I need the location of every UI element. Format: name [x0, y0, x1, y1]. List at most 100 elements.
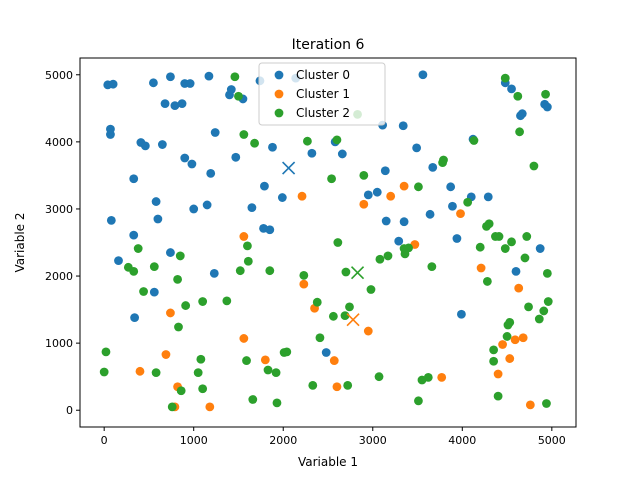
data-point-cluster-1	[525, 400, 535, 410]
data-point-cluster-2	[343, 381, 353, 390]
data-point-cluster-2	[505, 317, 515, 327]
data-point-cluster-0	[307, 148, 317, 158]
data-point-cluster-2	[513, 91, 523, 101]
data-point-cluster-2	[539, 306, 549, 316]
data-point-cluster-2	[493, 391, 503, 401]
data-point-cluster-0	[206, 168, 216, 178]
data-point-cluster-0	[448, 201, 457, 211]
data-point-cluster-0	[517, 109, 527, 119]
data-point-cluster-2	[423, 372, 433, 382]
data-point-cluster-1	[498, 340, 507, 349]
data-point-cluster-2	[542, 268, 552, 278]
y-tick-label: 2000	[45, 270, 73, 283]
data-point-cluster-2	[308, 381, 318, 390]
data-point-cluster-2	[383, 251, 393, 261]
data-point-cluster-2	[494, 232, 504, 241]
data-point-cluster-0	[160, 99, 170, 109]
data-point-cluster-2	[507, 237, 516, 247]
data-point-cluster-2	[327, 174, 336, 184]
data-point-cluster-2	[299, 270, 309, 280]
data-point-cluster-0	[140, 141, 150, 151]
legend-label: Cluster 1	[296, 87, 350, 101]
data-point-cluster-2	[239, 130, 249, 139]
y-axis-ticks: 0 1000 2000 3000 4000 5000	[45, 69, 80, 417]
data-point-cluster-0	[189, 204, 199, 214]
data-point-cluster-2	[375, 254, 385, 264]
data-point-cluster-2	[500, 73, 510, 83]
data-point-cluster-0	[265, 225, 275, 235]
x-tick-label: 0	[101, 434, 108, 447]
data-point-cluster-2	[315, 333, 325, 343]
data-point-cluster-2	[175, 251, 185, 261]
data-point-cluster-0	[457, 309, 466, 319]
data-point-cluster-0	[157, 140, 167, 149]
data-point-cluster-0	[268, 142, 277, 152]
legend-marker	[274, 89, 284, 99]
centroid-markers	[282, 161, 365, 327]
data-point-cluster-2	[312, 297, 322, 307]
data-point-cluster-0	[114, 256, 123, 266]
data-point-cluster-2	[463, 197, 473, 207]
data-point-cluster-0	[187, 159, 197, 169]
data-point-cluster-2	[181, 301, 191, 310]
data-point-cluster-0	[399, 217, 409, 227]
data-point-cluster-2	[230, 72, 240, 82]
data-point-cluster-1	[239, 232, 249, 241]
data-point-cluster-2	[328, 311, 338, 321]
data-point-cluster-2	[250, 138, 259, 148]
data-points	[99, 70, 553, 412]
data-point-cluster-0	[412, 143, 422, 153]
data-point-cluster-2	[489, 345, 499, 355]
data-point-cluster-2	[414, 396, 423, 406]
y-tick-label: 0	[66, 404, 73, 417]
data-point-cluster-0	[247, 203, 257, 213]
data-point-cluster-0	[260, 181, 269, 191]
data-point-cluster-2	[469, 136, 479, 145]
data-point-cluster-2	[366, 285, 376, 294]
data-point-cluster-2	[524, 302, 533, 312]
data-point-cluster-0	[535, 244, 545, 253]
data-point-cluster-2	[332, 135, 342, 145]
data-point-cluster-2	[151, 368, 161, 378]
data-point-cluster-2	[439, 155, 448, 165]
data-point-cluster-2	[198, 297, 208, 306]
data-point-cluster-2	[500, 244, 510, 253]
data-point-cluster-1	[166, 308, 175, 318]
legend: Cluster 0 Cluster 1 Cluster 2	[258, 62, 386, 126]
data-point-cluster-2	[374, 372, 384, 382]
data-point-cluster-2	[534, 314, 544, 324]
legend-box	[258, 62, 386, 126]
data-point-cluster-2	[484, 219, 494, 229]
axes-frame	[79, 57, 577, 428]
data-point-cluster-1	[437, 372, 447, 382]
data-point-cluster-2	[193, 368, 203, 378]
data-point-cluster-1	[299, 279, 309, 289]
data-point-cluster-0	[425, 209, 435, 219]
data-point-cluster-0	[321, 348, 331, 357]
data-point-cluster-1	[363, 326, 373, 336]
data-point-cluster-2	[234, 91, 243, 101]
data-point-cluster-0	[542, 102, 552, 112]
legend-label: Cluster 0	[296, 68, 350, 82]
data-point-cluster-0	[337, 149, 347, 159]
data-point-cluster-2	[265, 266, 275, 276]
legend-marker	[274, 108, 284, 118]
data-point-cluster-1	[297, 191, 307, 201]
data-point-cluster-2	[263, 365, 273, 375]
data-point-cluster-2	[248, 395, 258, 404]
data-point-cluster-1	[386, 191, 396, 201]
data-point-cluster-0	[277, 193, 287, 202]
data-point-cluster-2	[341, 267, 351, 277]
y-axis-label: Variable 2	[13, 212, 27, 272]
data-point-cluster-0	[151, 197, 161, 206]
data-point-cluster-0	[170, 101, 180, 111]
data-point-cluster-0	[507, 84, 516, 94]
data-point-cluster-0	[428, 162, 438, 172]
data-point-cluster-2	[272, 398, 282, 408]
data-point-cluster-2	[222, 296, 232, 306]
data-point-cluster-2	[139, 287, 148, 296]
data-point-cluster-2	[522, 232, 532, 241]
data-point-cluster-0	[210, 128, 220, 137]
x-tick-label: 3000	[359, 434, 387, 447]
